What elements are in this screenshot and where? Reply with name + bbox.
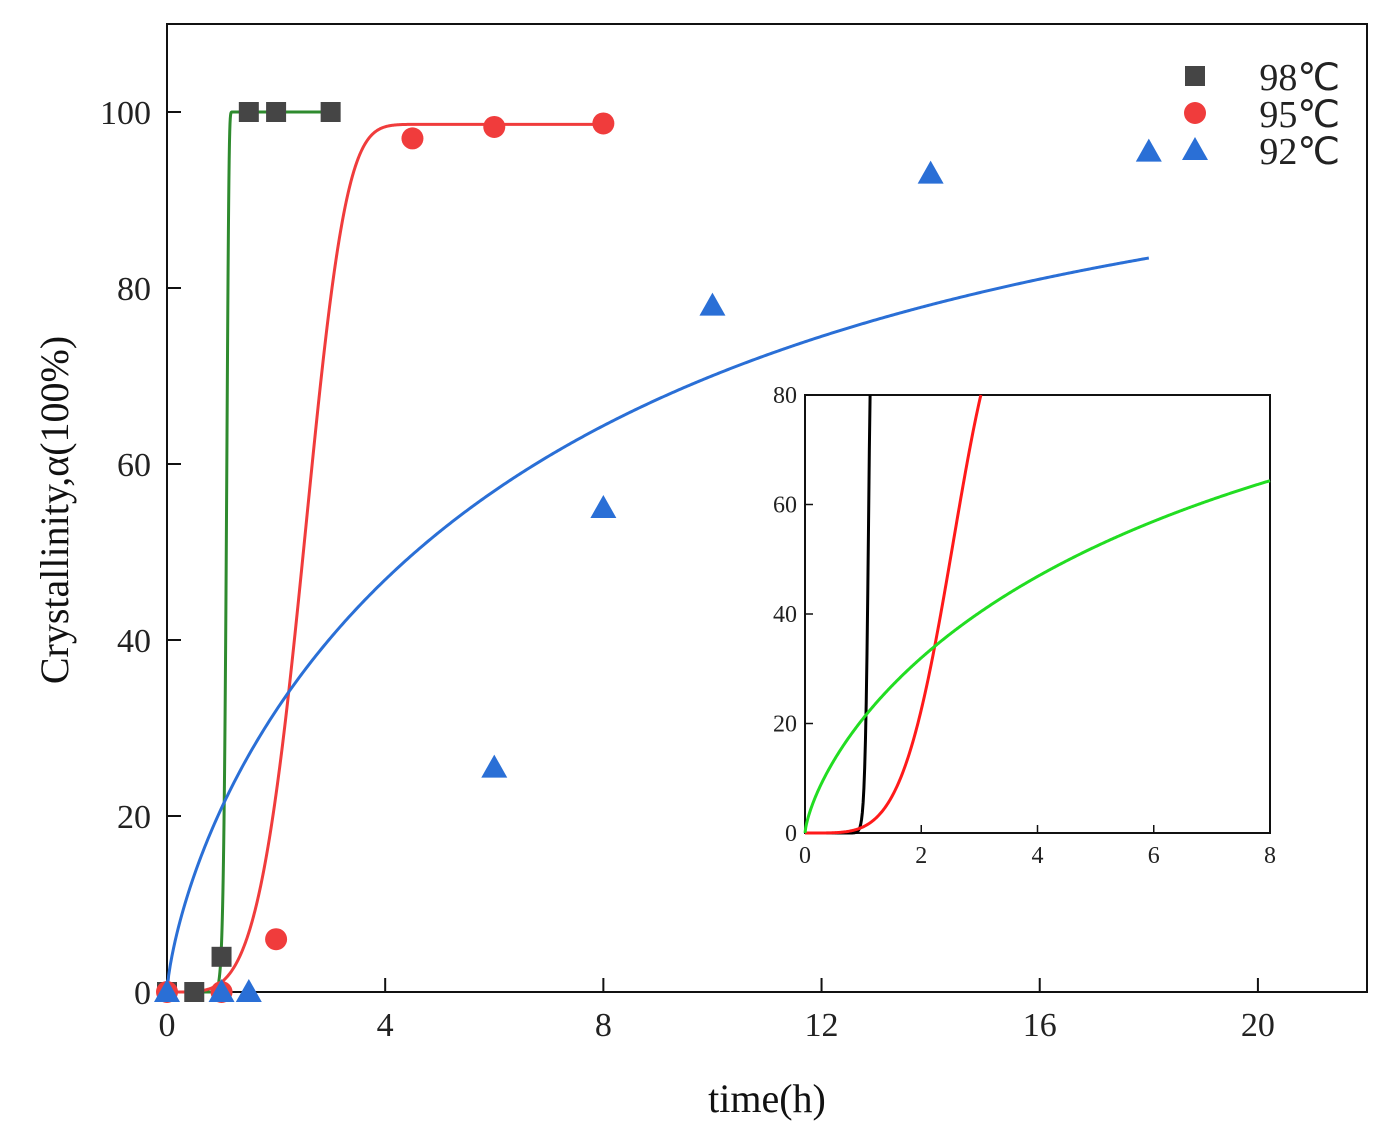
inset-y-tick-label: 60 (773, 493, 797, 519)
inset-y-tick-label: 0 (785, 821, 797, 847)
fit-curve-95℃ (167, 122, 604, 994)
x-tick-label: 20 (1241, 1007, 1275, 1044)
x-axis-title: time(h) (708, 1076, 826, 1121)
legend-label: 92℃ (1259, 131, 1340, 173)
legend-marker-95℃ (1184, 102, 1206, 124)
inset-x-tick-label: 8 (1264, 843, 1276, 869)
inset-y-tick-label: 40 (773, 602, 797, 628)
y-axis-title: Crystallinity,α(100%) (32, 336, 77, 684)
data-point-98℃ (266, 102, 287, 122)
legend-marker-92℃ (1182, 137, 1208, 160)
data-point-98℃ (320, 102, 341, 122)
y-tick-label: 100 (100, 95, 151, 132)
x-tick-label: 8 (595, 1007, 612, 1044)
y-tick-label: 0 (134, 975, 151, 1012)
data-point-92℃ (154, 979, 180, 1002)
inset-y-tick-label: 20 (773, 712, 797, 738)
legend-label: 95℃ (1259, 94, 1340, 136)
inset-x-tick-label: 0 (799, 843, 811, 869)
data-point-98℃ (211, 946, 232, 967)
fit-curve-92℃ (165, 256, 1150, 993)
legend: 98℃95℃92℃ (1182, 57, 1340, 173)
x-tick-label: 0 (159, 1007, 176, 1044)
y-tick-label: 20 (117, 799, 151, 836)
data-point-92℃ (1135, 138, 1162, 162)
data-point-95℃ (483, 115, 506, 138)
data-point-95℃ (592, 112, 615, 135)
fit-curve-98℃ (167, 110, 331, 994)
inset-curve-95℃ (805, 394, 983, 835)
data-point-92℃ (208, 979, 235, 1002)
data-point-92℃ (235, 979, 262, 1002)
inset-x-tick-label: 2 (915, 843, 927, 869)
y-tick-label: 80 (117, 271, 151, 308)
inset-x-tick-label: 4 (1032, 843, 1044, 869)
data-point-92℃ (699, 292, 726, 316)
legend-label: 98℃ (1259, 57, 1340, 99)
data-point-92℃ (481, 754, 508, 778)
data-point-98℃ (184, 982, 205, 1002)
main-plot-frame (166, 23, 1368, 993)
x-tick-label: 16 (1023, 1007, 1057, 1044)
data-point-95℃ (265, 928, 288, 951)
data-point-92℃ (917, 160, 944, 184)
inset-y-tick-label: 80 (773, 383, 797, 409)
y-tick-label: 60 (117, 447, 151, 484)
x-tick-label: 4 (377, 1007, 394, 1044)
legend-marker-98℃ (1185, 66, 1205, 86)
inset-x-tick-label: 6 (1148, 843, 1160, 869)
inset-frame (804, 394, 1271, 834)
data-point-98℃ (238, 102, 259, 122)
data-point-95℃ (401, 127, 424, 150)
x-tick-label: 12 (805, 1007, 839, 1044)
data-point-92℃ (590, 495, 617, 518)
inset-curve-92℃ (803, 479, 1271, 834)
y-tick-label: 40 (117, 623, 151, 660)
